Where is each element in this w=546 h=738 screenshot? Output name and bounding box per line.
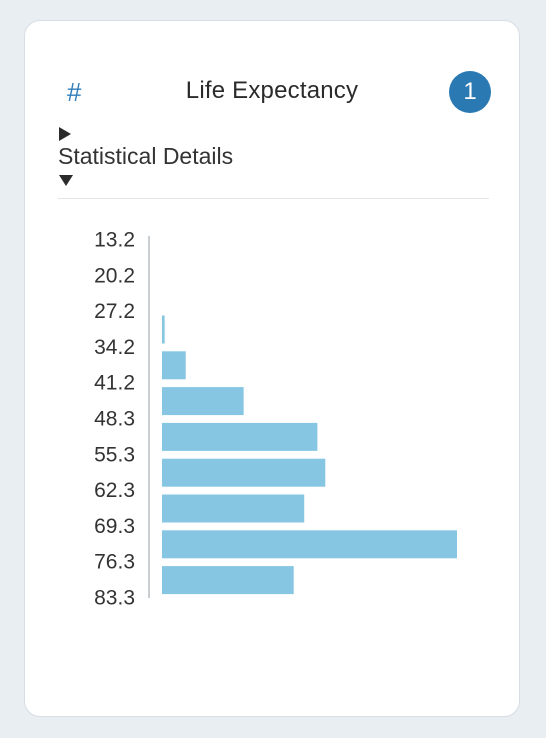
tick-label: 69.3: [94, 515, 135, 538]
triangle-down-icon[interactable]: [59, 175, 73, 186]
histogram-bar[interactable]: [162, 315, 165, 344]
histogram-bar[interactable]: [162, 494, 305, 523]
histogram-bar[interactable]: [162, 351, 186, 380]
tick-label: 41.2: [94, 372, 135, 395]
histogram-bar[interactable]: [162, 530, 457, 559]
tick-label: 34.2: [94, 336, 135, 359]
histogram-bar[interactable]: [162, 422, 318, 451]
histogram-bar[interactable]: [162, 566, 294, 595]
tick-labels: 13.2 20.2 27.2 34.2 41.2 48.3 55.3 62.3 69.3 76.3…: [94, 229, 135, 610]
histogram-bar[interactable]: [162, 387, 244, 416]
tick-label: 27.2: [94, 300, 135, 323]
histogram-bars: [162, 315, 457, 595]
numeric-column-icon: #: [67, 77, 82, 107]
tick-label: 76.3: [94, 551, 135, 574]
statistical-details-toggle[interactable]: Statistical Details: [58, 143, 234, 169]
tick-label: 83.3: [94, 587, 135, 610]
tick-label: 62.3: [94, 479, 135, 502]
section-divider: [58, 198, 489, 199]
histogram-card: # Life Expectancy 1 Statistical Details: [24, 20, 520, 717]
tick-label: 48.3: [94, 408, 135, 431]
tick-label: 55.3: [94, 443, 135, 466]
triangle-right-icon[interactable]: [59, 127, 71, 141]
tick-label: 13.2: [94, 229, 135, 252]
count-badge: 1: [449, 71, 491, 113]
card-title: Life Expectancy: [185, 77, 359, 104]
tick-label: 20.2: [94, 264, 135, 287]
histogram-bar[interactable]: [162, 458, 326, 487]
